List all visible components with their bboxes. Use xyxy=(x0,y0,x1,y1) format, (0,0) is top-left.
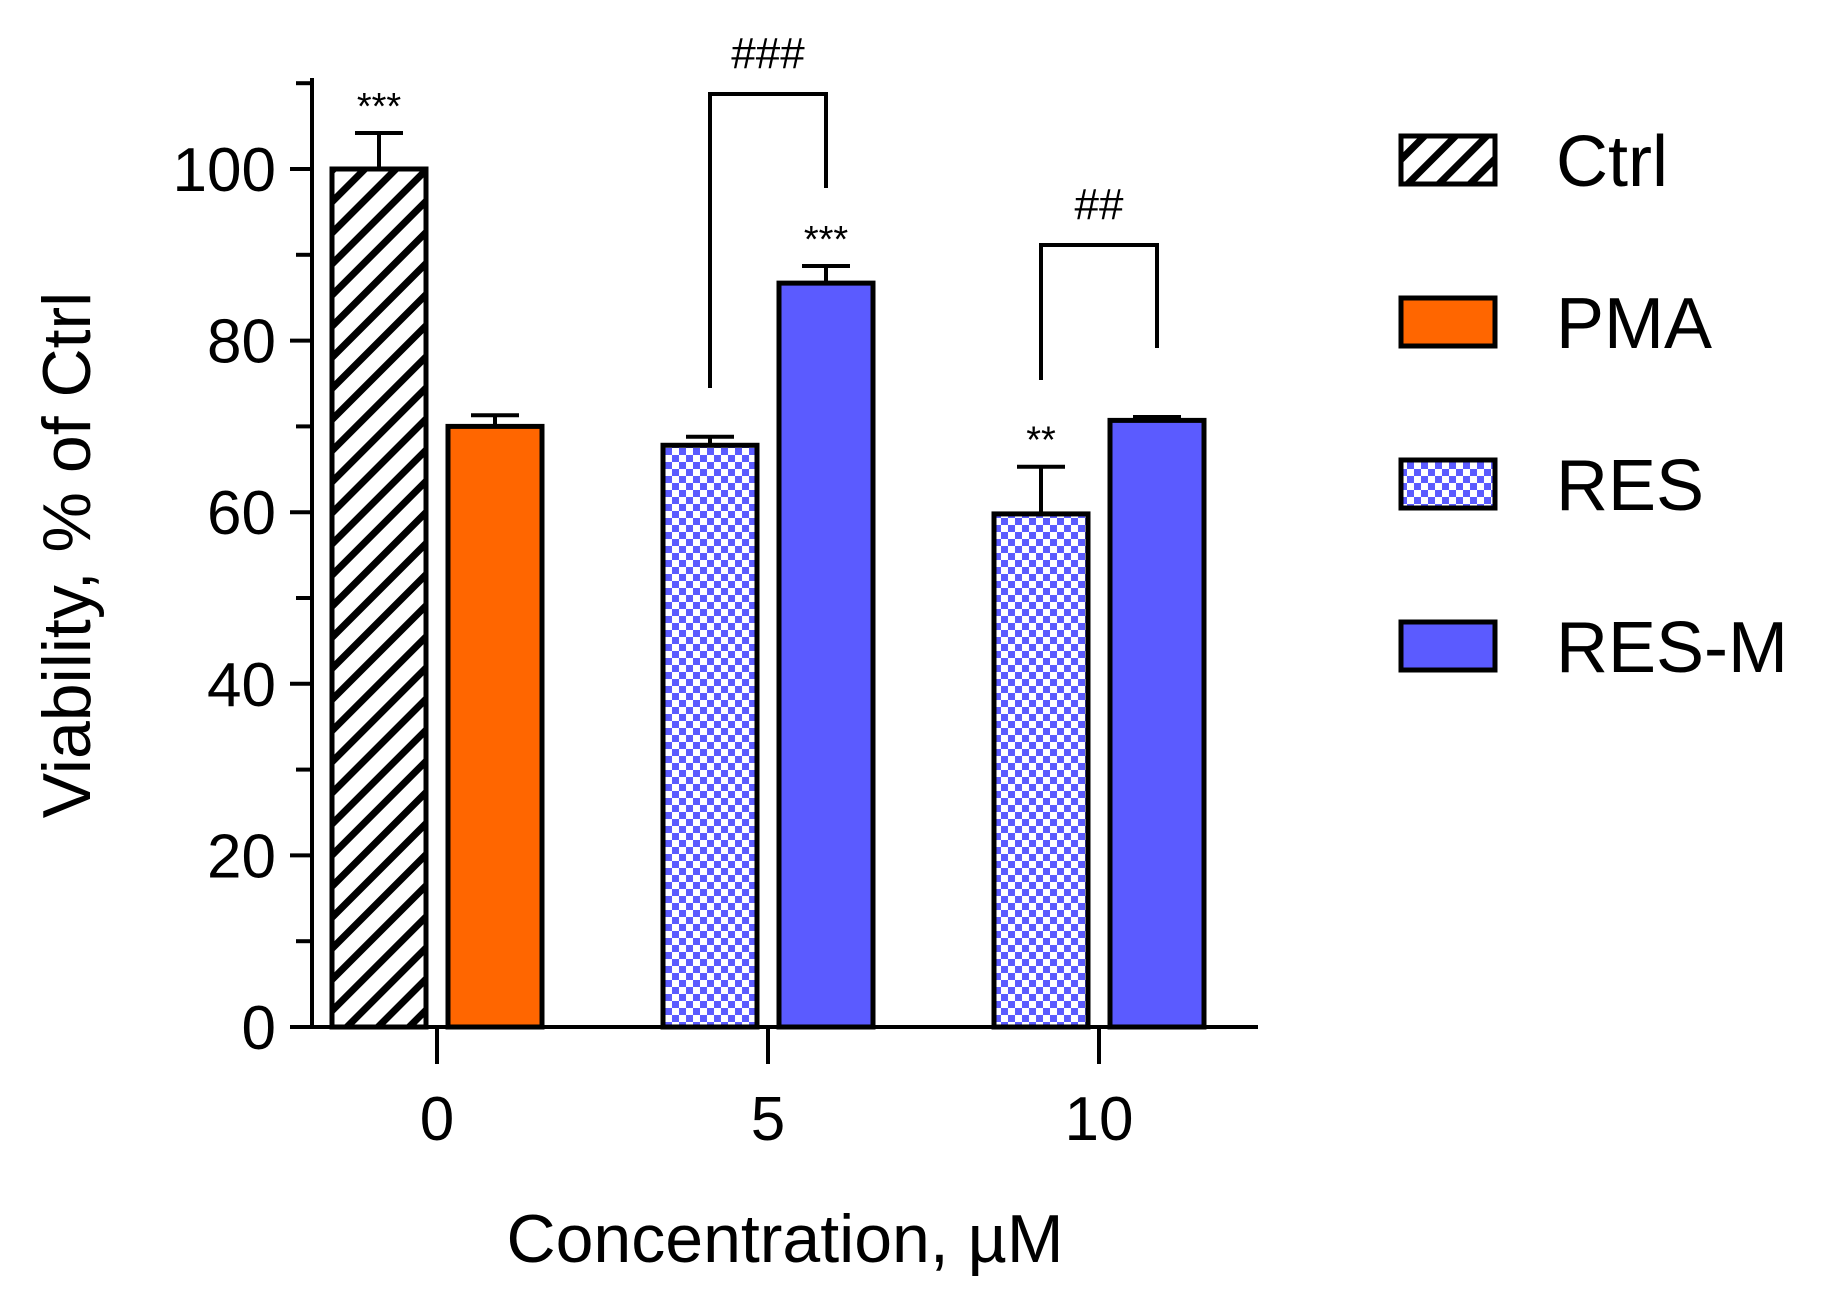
y-axis-title: Viability, % of Ctrl xyxy=(29,292,105,819)
bar-res-m-5 xyxy=(776,280,876,1030)
x-tick-label: 10 xyxy=(1065,1085,1134,1154)
bar-res-10 xyxy=(991,511,1091,1030)
legend-swatch xyxy=(1398,619,1498,673)
comparison-bracket xyxy=(1039,243,1159,380)
annotations: ********##### xyxy=(357,29,1159,462)
legend: Ctrl PMA RES RES-M xyxy=(1398,122,1788,688)
y-tick-label: 20 xyxy=(207,822,276,891)
legend-swatch xyxy=(1398,133,1498,187)
bar-ctrl-0 xyxy=(329,166,429,1030)
legend-swatch xyxy=(1398,457,1498,511)
y-tick-label: 40 xyxy=(207,651,276,720)
comparison-label: ## xyxy=(1075,180,1124,229)
axes: 0 20 40 60 80 100 0 5 10 xyxy=(173,78,1258,1154)
legend-swatch xyxy=(1398,295,1498,349)
bar-res-m-10 xyxy=(1107,417,1207,1030)
y-tick-label: 0 xyxy=(242,994,276,1063)
bar-pma-0 xyxy=(445,423,545,1030)
y-tick-label: 80 xyxy=(207,308,276,377)
comparison-bracket xyxy=(708,92,828,388)
y-tick-label: 100 xyxy=(173,136,276,205)
significance-label: ** xyxy=(1026,420,1056,462)
y-tick-label: 60 xyxy=(207,479,276,548)
significance-label: *** xyxy=(804,219,849,261)
legend-label: RES xyxy=(1556,446,1704,526)
comparison-label: ### xyxy=(731,29,805,78)
significance-label: *** xyxy=(357,86,402,128)
x-axis-title: Concentration, µM xyxy=(507,1201,1064,1277)
legend-label: Ctrl xyxy=(1556,122,1668,202)
bar-res-5 xyxy=(660,442,760,1030)
x-tick-label: 0 xyxy=(420,1085,454,1154)
bars xyxy=(329,130,1207,1030)
legend-label: RES-M xyxy=(1556,608,1788,688)
x-tick-label: 5 xyxy=(751,1085,785,1154)
legend-label: PMA xyxy=(1556,284,1712,364)
